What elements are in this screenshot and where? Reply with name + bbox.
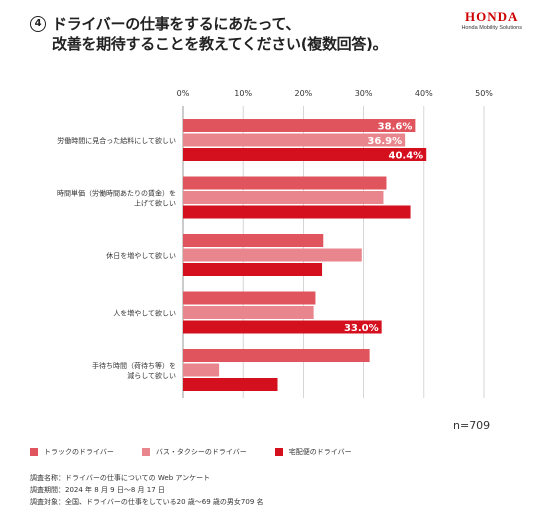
category-label: 手待ち時間（荷待ち等）を (92, 361, 176, 370)
logo-subtitle: Honda Mobility Solutions (461, 25, 522, 31)
category-label: 労働時間に見合った給料にして欲しい (57, 136, 176, 145)
bar-delivery (183, 320, 382, 334)
bar-truck (183, 119, 416, 132)
legend-swatch-truck (30, 448, 38, 456)
bar-delivery (183, 148, 427, 161)
bar-delivery (183, 205, 411, 219)
honda-logo: HONDA Honda Mobility Solutions (461, 10, 522, 32)
bar-chart: 0% 10% 20% 30% 40% 50% 38.6% 36.9% 40.4% 労働時間に見合っ… (57, 89, 493, 398)
logo-wordmark: HONDA (465, 9, 519, 24)
title-number: 4 (30, 16, 46, 32)
category-label: 上げて欲しい (134, 199, 176, 208)
title-line-1: 4 ドライバーの仕事をするにあたって、 (30, 14, 430, 34)
category-label: 休日を増やして欲しい (106, 251, 176, 260)
data-label: 40.4% (389, 151, 424, 162)
bar-bus (183, 133, 406, 147)
bar-truck (183, 234, 324, 247)
x-tick-label: 10% (234, 89, 252, 98)
data-label: 38.6% (378, 122, 413, 133)
title-text-2: 改善を期待することを教えてください(複数回答)。 (52, 35, 388, 53)
bar-truck (183, 291, 316, 305)
x-tick-label: 20% (295, 89, 313, 98)
survey-notes: 調査名称：ドライバーの仕事についての Web アンケート 調査期間：2024 年… (30, 472, 264, 508)
data-label: 36.9% (367, 136, 402, 147)
x-tick-label: 30% (355, 89, 373, 98)
x-tick-label: 0% (177, 89, 190, 98)
survey-target: 調査対象：全国、ドライバーの仕事をしている20 歳〜69 歳の男女709 名 (30, 498, 264, 506)
category-label: 減らして欲しい (127, 371, 176, 380)
legend-item-truck: トラックのドライバー (30, 447, 114, 457)
legend-item-delivery: 宅配便のドライバー (274, 447, 352, 457)
sample-size-label: n=709 (453, 419, 491, 432)
bar-bus (183, 306, 314, 319)
bar-delivery (183, 378, 278, 391)
legend: トラックのドライバー バス・タクシーのドライバー 宅配便のドライバー (30, 447, 380, 457)
legend-swatch-delivery (274, 448, 283, 456)
bar-truck (183, 176, 387, 190)
legend-swatch-bus (141, 448, 150, 456)
title-block: 4 ドライバーの仕事をするにあたって、 改善を期待することを教えてください(複数… (30, 14, 430, 54)
title-text-1: ドライバーの仕事をするにあたって、 (52, 15, 301, 33)
x-tick-label: 50% (475, 89, 493, 98)
legend-item-bus: バス・タクシーのドライバー (141, 447, 247, 457)
bar-bus (183, 248, 362, 262)
survey-name: 調査名称：ドライバーの仕事についての Web アンケート (30, 474, 211, 482)
x-tick-label: 40% (415, 89, 433, 98)
data-label: 33.0% (344, 323, 379, 334)
category-label: 時間単価（労働時間あたりの賃金）を (57, 189, 176, 198)
survey-period: 調査期間：2024 年 8 月 9 日〜8 月 17 日 (30, 486, 165, 494)
legend-label-bus: バス・タクシーのドライバー (155, 448, 247, 456)
category-label: 人を増やして欲しい (113, 309, 176, 318)
legend-label-truck: トラックのドライバー (44, 448, 114, 456)
bar-bus (183, 363, 220, 377)
bar-delivery (183, 263, 323, 276)
bar-truck (183, 349, 370, 362)
legend-label-delivery: 宅配便のドライバー (288, 448, 352, 456)
bar-bus (183, 191, 384, 204)
